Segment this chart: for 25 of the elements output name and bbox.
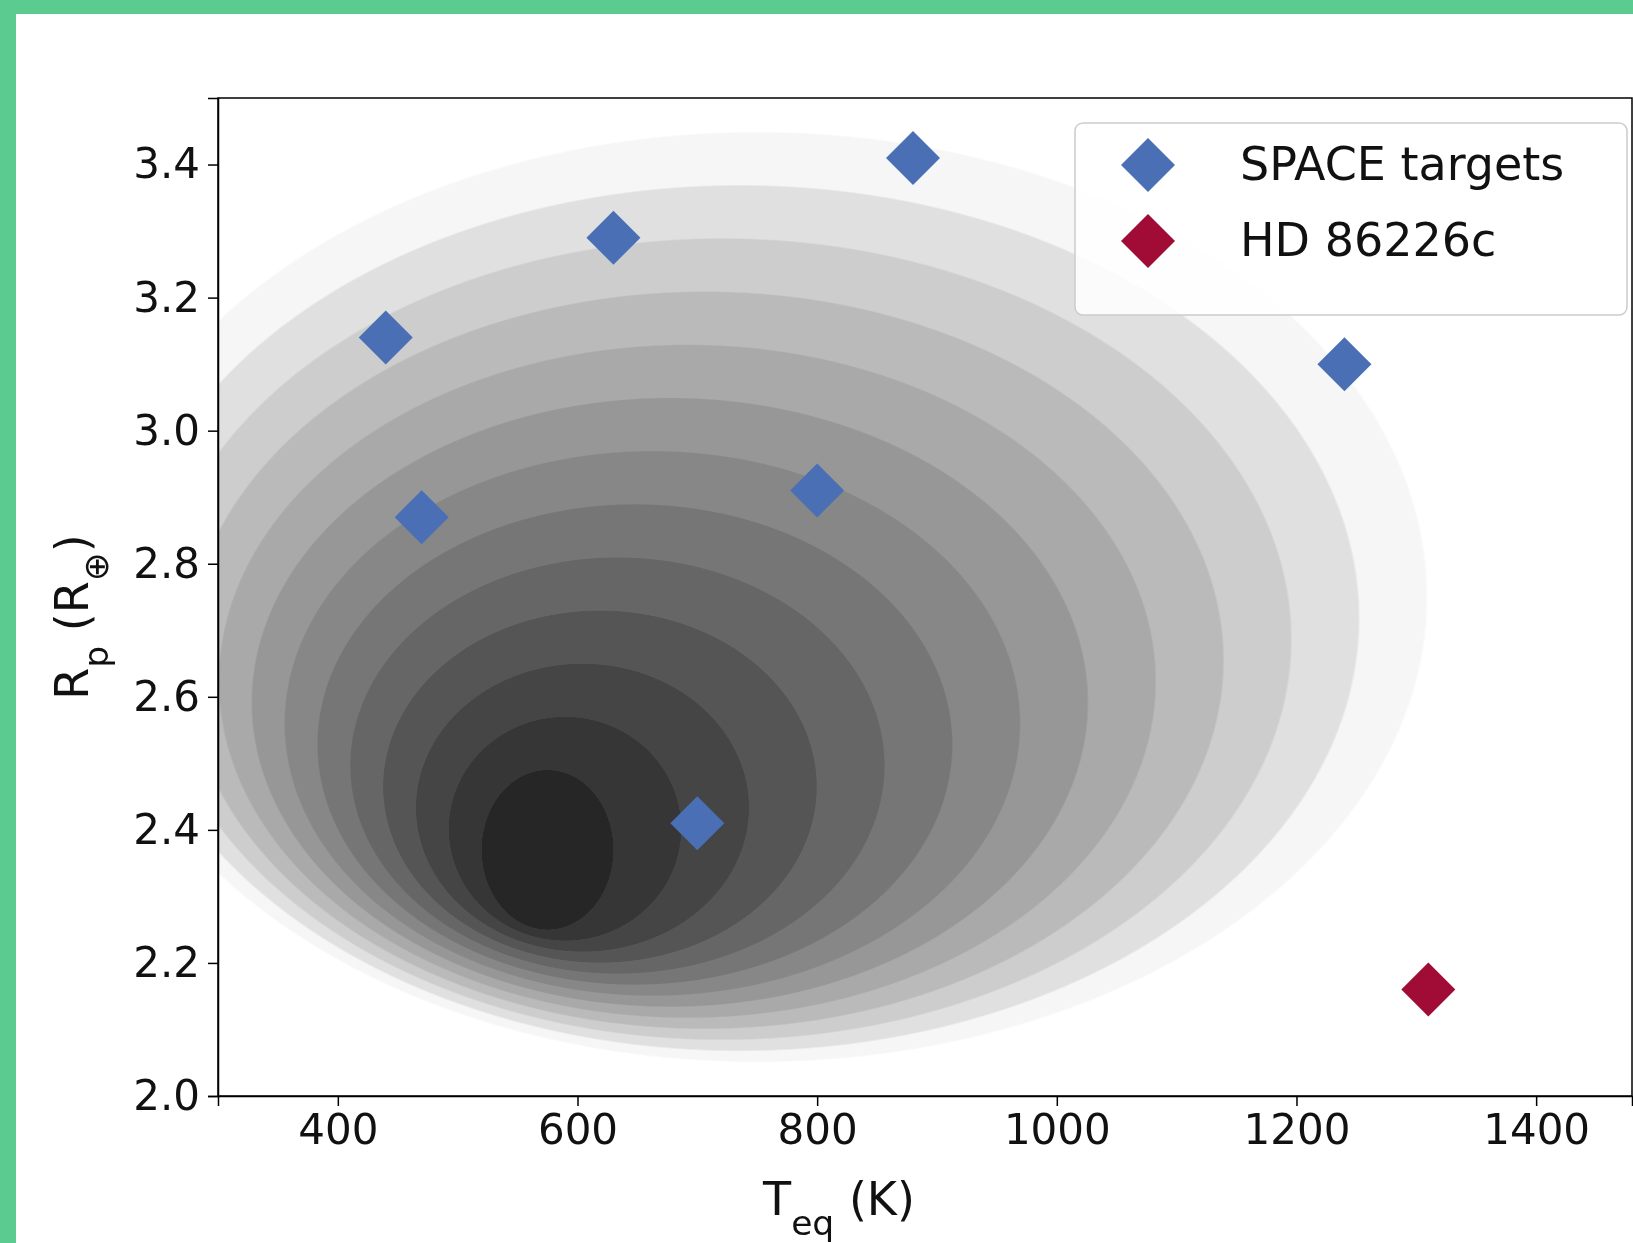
y-tick-label: 3.4 bbox=[133, 139, 200, 189]
legend-label: SPACE targets bbox=[1240, 137, 1565, 191]
x-tick-label: 600 bbox=[537, 1104, 619, 1154]
y-tick-label: 3.0 bbox=[133, 405, 200, 455]
y-tick-label: 2.2 bbox=[133, 937, 200, 987]
y-tick-label: 2.8 bbox=[133, 538, 200, 588]
point bbox=[394, 490, 449, 545]
point bbox=[886, 130, 941, 185]
point bbox=[1317, 337, 1372, 392]
legend-label: HD 86226c bbox=[1240, 213, 1497, 267]
x-axis-title: T$_{eq}$ (K) bbox=[762, 1172, 915, 1243]
point bbox=[586, 210, 641, 265]
point bbox=[358, 310, 413, 365]
point bbox=[790, 463, 845, 518]
point bbox=[670, 796, 725, 851]
x-tick-label: 400 bbox=[298, 1104, 379, 1154]
y-tick-label: 2.6 bbox=[133, 671, 200, 721]
y-tick-label: 3.2 bbox=[133, 272, 200, 322]
point bbox=[1401, 962, 1456, 1017]
y-tick-label: 2.4 bbox=[133, 804, 200, 854]
y-tick-label: 2.0 bbox=[133, 1070, 200, 1120]
x-tick-label: 1000 bbox=[1003, 1104, 1111, 1154]
x-tick-label: 1400 bbox=[1483, 1104, 1591, 1154]
x-tick-label: 800 bbox=[777, 1104, 858, 1154]
x-tick-label: 1200 bbox=[1243, 1104, 1351, 1154]
